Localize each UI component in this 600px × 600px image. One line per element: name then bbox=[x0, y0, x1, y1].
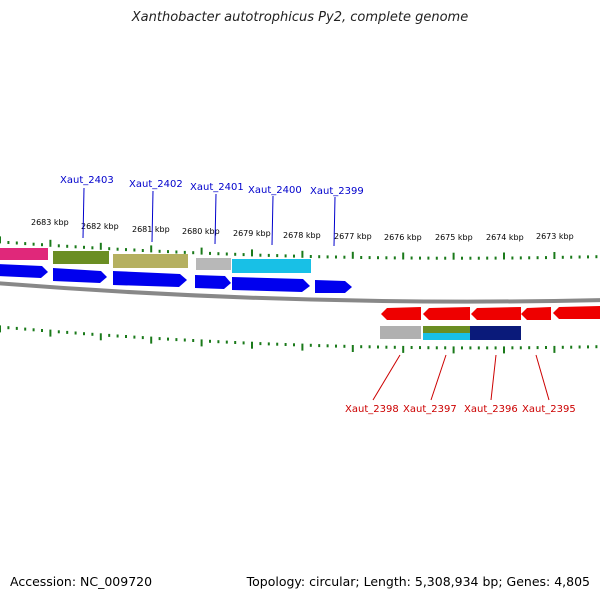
reverse-gene-arrows bbox=[381, 306, 600, 320]
scale-label: 2683 kbp bbox=[31, 218, 69, 227]
reverse-feature-track bbox=[380, 326, 521, 340]
gene-leader-line bbox=[214, 193, 217, 245]
feature-bar bbox=[53, 251, 109, 264]
forward-gene-arrows bbox=[0, 264, 352, 293]
forward-scale-ticks bbox=[0, 236, 598, 260]
reverse-gene-labels: Xaut_2398 Xaut_2397 Xaut_2396 Xaut_2395 bbox=[345, 404, 576, 415]
scale-label: 2678 kbp bbox=[283, 231, 321, 240]
reverse-scale-ticks bbox=[0, 325, 598, 354]
feature-bar bbox=[423, 326, 470, 333]
genome-backbone bbox=[0, 281, 600, 304]
gene-label-xaut-2402[interactable]: Xaut_2402 bbox=[129, 179, 183, 190]
forward-gene-leaders bbox=[82, 187, 336, 247]
gene-arrow-forward[interactable] bbox=[113, 271, 187, 287]
scale-label: 2679 kbp bbox=[233, 229, 271, 238]
forward-gene-labels: Xaut_2403 Xaut_2402 Xaut_2401 Xaut_2400 … bbox=[60, 175, 364, 197]
scale-label: 2676 kbp bbox=[384, 233, 422, 242]
accession-label: Accession: NC_009720 bbox=[10, 574, 153, 589]
gene-arrow-reverse[interactable] bbox=[471, 307, 521, 320]
genome-title: Xanthobacter autotrophicus Py2, complete… bbox=[131, 10, 469, 25]
gene-arrow-reverse[interactable] bbox=[423, 307, 470, 320]
gene-label-xaut-2398[interactable]: Xaut_2398 bbox=[345, 404, 399, 415]
feature-bar bbox=[113, 254, 188, 268]
gene-leader-line bbox=[430, 354, 447, 401]
gene-leader-line bbox=[372, 354, 401, 401]
gene-arrow-reverse[interactable] bbox=[521, 307, 551, 320]
gene-label-xaut-2399[interactable]: Xaut_2399 bbox=[310, 186, 364, 197]
gene-leader-line bbox=[490, 354, 497, 401]
feature-bar bbox=[196, 258, 231, 270]
forward-feature-track bbox=[0, 248, 311, 273]
gene-label-xaut-2396[interactable]: Xaut_2396 bbox=[464, 404, 518, 415]
scale-label: 2682 kbp bbox=[81, 222, 119, 231]
gene-label-xaut-2400[interactable]: Xaut_2400 bbox=[248, 185, 302, 196]
scale-label: 2681 kbp bbox=[132, 225, 170, 234]
feature-bar bbox=[380, 326, 421, 339]
scale-label: 2673 kbp bbox=[536, 232, 574, 241]
gene-arrow-forward[interactable] bbox=[195, 275, 231, 289]
gene-label-xaut-2403[interactable]: Xaut_2403 bbox=[60, 175, 114, 186]
gene-leader-line bbox=[333, 196, 336, 247]
gene-leader-line bbox=[271, 195, 274, 246]
feature-bar bbox=[423, 333, 470, 340]
scale-label: 2675 kbp bbox=[435, 233, 473, 242]
gene-label-xaut-2401[interactable]: Xaut_2401 bbox=[190, 182, 244, 193]
genome-summary: Topology: circular; Length: 5,308,934 bp… bbox=[246, 574, 590, 589]
scale-label: 2674 kbp bbox=[486, 233, 524, 242]
gene-label-xaut-2395[interactable]: Xaut_2395 bbox=[522, 404, 576, 415]
scale-label: 2677 kbp bbox=[334, 232, 372, 241]
scale-labels: 2683 kbp 2682 kbp 2681 kbp 2680 kbp 2679… bbox=[31, 218, 574, 242]
gene-leader-line bbox=[82, 187, 85, 239]
gene-leader-line bbox=[151, 190, 154, 243]
gene-arrow-forward[interactable] bbox=[315, 280, 352, 293]
gene-arrow-forward[interactable] bbox=[232, 277, 310, 292]
feature-bar bbox=[470, 326, 521, 340]
gene-arrow-forward[interactable] bbox=[0, 264, 48, 278]
gene-arrow-reverse[interactable] bbox=[553, 306, 600, 319]
reverse-gene-leaders bbox=[372, 354, 550, 401]
feature-bar bbox=[232, 259, 311, 273]
gene-label-xaut-2397[interactable]: Xaut_2397 bbox=[403, 404, 457, 415]
gene-leader-line bbox=[535, 354, 550, 401]
feature-bar bbox=[0, 248, 48, 260]
gene-arrow-forward[interactable] bbox=[53, 268, 107, 283]
scale-label: 2680 kbp bbox=[182, 227, 220, 236]
gene-arrow-reverse[interactable] bbox=[381, 307, 421, 320]
